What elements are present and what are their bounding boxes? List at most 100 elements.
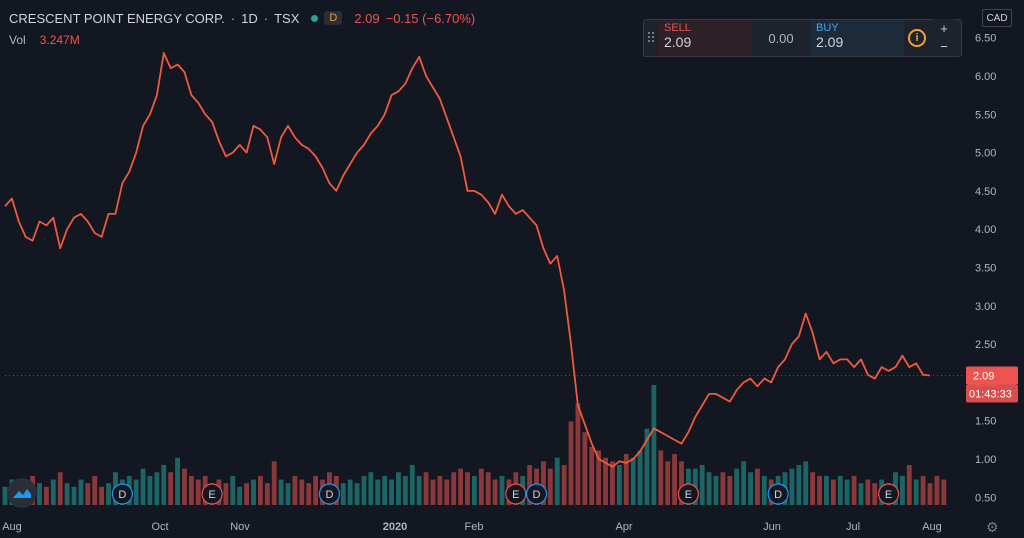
volume-bar (789, 468, 795, 505)
volume-bar (375, 479, 381, 505)
volume-bar (644, 428, 650, 505)
tradingview-logo-icon[interactable] (7, 478, 37, 508)
dividend-marker (525, 483, 548, 505)
volume-bar (761, 475, 767, 505)
volume-bar (796, 465, 802, 505)
dividend-marker-label: D (533, 489, 541, 501)
currency-label[interactable]: CAD (982, 9, 1012, 27)
volume-bar (582, 432, 588, 505)
zoom-out-button[interactable]: − (940, 38, 948, 54)
volume-bar (78, 479, 84, 505)
volume-bar (257, 475, 263, 505)
volume-bar (313, 475, 319, 505)
gear-icon[interactable]: ⚙ (986, 519, 999, 535)
x-tick-label: 2020 (383, 521, 407, 533)
earnings-marker (505, 483, 527, 505)
volume-bar (92, 475, 98, 505)
volume-bar (292, 475, 298, 505)
volume-bar (637, 450, 643, 505)
y-tick-label: 3.00 (975, 301, 996, 313)
volume-bar (168, 472, 174, 505)
volume-bar (340, 483, 346, 505)
volume-bar (803, 461, 809, 505)
y-tick-label: 3.50 (975, 263, 996, 275)
dividend-marker (111, 483, 133, 505)
earnings-marker-label: E (885, 489, 892, 501)
buy-label: BUY (816, 22, 839, 34)
zoom-in-button[interactable]: + (940, 20, 948, 36)
drag-handle-icon[interactable]: ⠿ (645, 29, 657, 46)
countdown-label: 01:43:33 (969, 389, 1012, 401)
volume-bar (830, 479, 836, 505)
volume-bar (409, 465, 415, 505)
x-tick-label: Aug (2, 521, 22, 533)
y-tick-label: 5.50 (975, 109, 996, 121)
volume-bar (623, 454, 629, 505)
x-tick-label: Jun (763, 521, 781, 533)
sell-button[interactable]: SELL 2.09 (658, 20, 752, 56)
volume-bar (934, 475, 940, 505)
price-tag-label: 2.09 (973, 371, 994, 383)
volume-bar (699, 465, 705, 505)
interval-label[interactable]: 1D (241, 10, 258, 26)
volume-bar (237, 486, 243, 505)
volume-bar (941, 479, 947, 505)
volume-bar (423, 472, 429, 505)
volume-bar (499, 475, 505, 505)
volume-bar (354, 483, 360, 505)
price-line (4, 52, 931, 468)
volume-bar (658, 450, 664, 505)
volume-bar (906, 465, 912, 505)
y-tick-label: 2.50 (975, 339, 996, 351)
volume-bar (57, 472, 63, 505)
price-tag (966, 366, 1018, 385)
buy-price: 2.09 (816, 34, 844, 50)
volume-bar (175, 457, 180, 505)
y-tick-label: 4.00 (975, 224, 996, 236)
volume-bar (616, 465, 622, 505)
spread-value: 0.00 (768, 30, 794, 46)
symbol-name[interactable]: CRESCENT POINT ENERGY CORP. (9, 10, 225, 26)
y-tick-label: 6.00 (975, 71, 996, 83)
volume-bar (99, 486, 105, 505)
volume-bar (478, 468, 484, 505)
buy-button[interactable]: BUY 2.09 (810, 20, 904, 56)
zoom-controls: + − (933, 19, 955, 55)
volume-bar (465, 472, 470, 505)
x-tick-label: Nov (230, 521, 250, 533)
y-tick-label: 5.00 (975, 148, 996, 160)
dividend-marker (767, 483, 789, 505)
sell-label: SELL (664, 22, 691, 34)
volume-bar (147, 475, 153, 505)
volume-bar (713, 475, 719, 505)
earnings-marker (877, 483, 900, 505)
earnings-marker (201, 483, 223, 505)
data-badge[interactable]: D (324, 11, 343, 25)
volume-bar (44, 486, 49, 505)
x-tick-label: Feb (465, 521, 484, 533)
volume-bar (64, 483, 70, 505)
volume-bar (603, 457, 608, 505)
volume-bar (547, 468, 553, 505)
x-tick-label: Apr (615, 521, 632, 533)
y-tick-label: 4.50 (975, 186, 996, 198)
info-button[interactable]: i (904, 20, 930, 56)
volume-bar (361, 475, 367, 505)
earnings-marker-label: E (208, 489, 215, 501)
price-change: −0.15 (−6.70%) (385, 10, 476, 26)
volume-bar (872, 483, 878, 505)
volume-bar (444, 479, 450, 505)
volume-bar (285, 483, 291, 505)
volume-bar (748, 472, 753, 505)
volume-bar (568, 421, 574, 505)
volume-bar (817, 475, 822, 505)
volume-bar (396, 472, 401, 505)
exchange-label: TSX (274, 10, 300, 26)
volume-bar (195, 479, 201, 505)
volume-bar (844, 479, 850, 505)
sell-price: 2.09 (664, 34, 692, 50)
volume-label: Vol (9, 33, 26, 47)
volume-bar (2, 486, 8, 505)
volume-bar (251, 479, 256, 505)
